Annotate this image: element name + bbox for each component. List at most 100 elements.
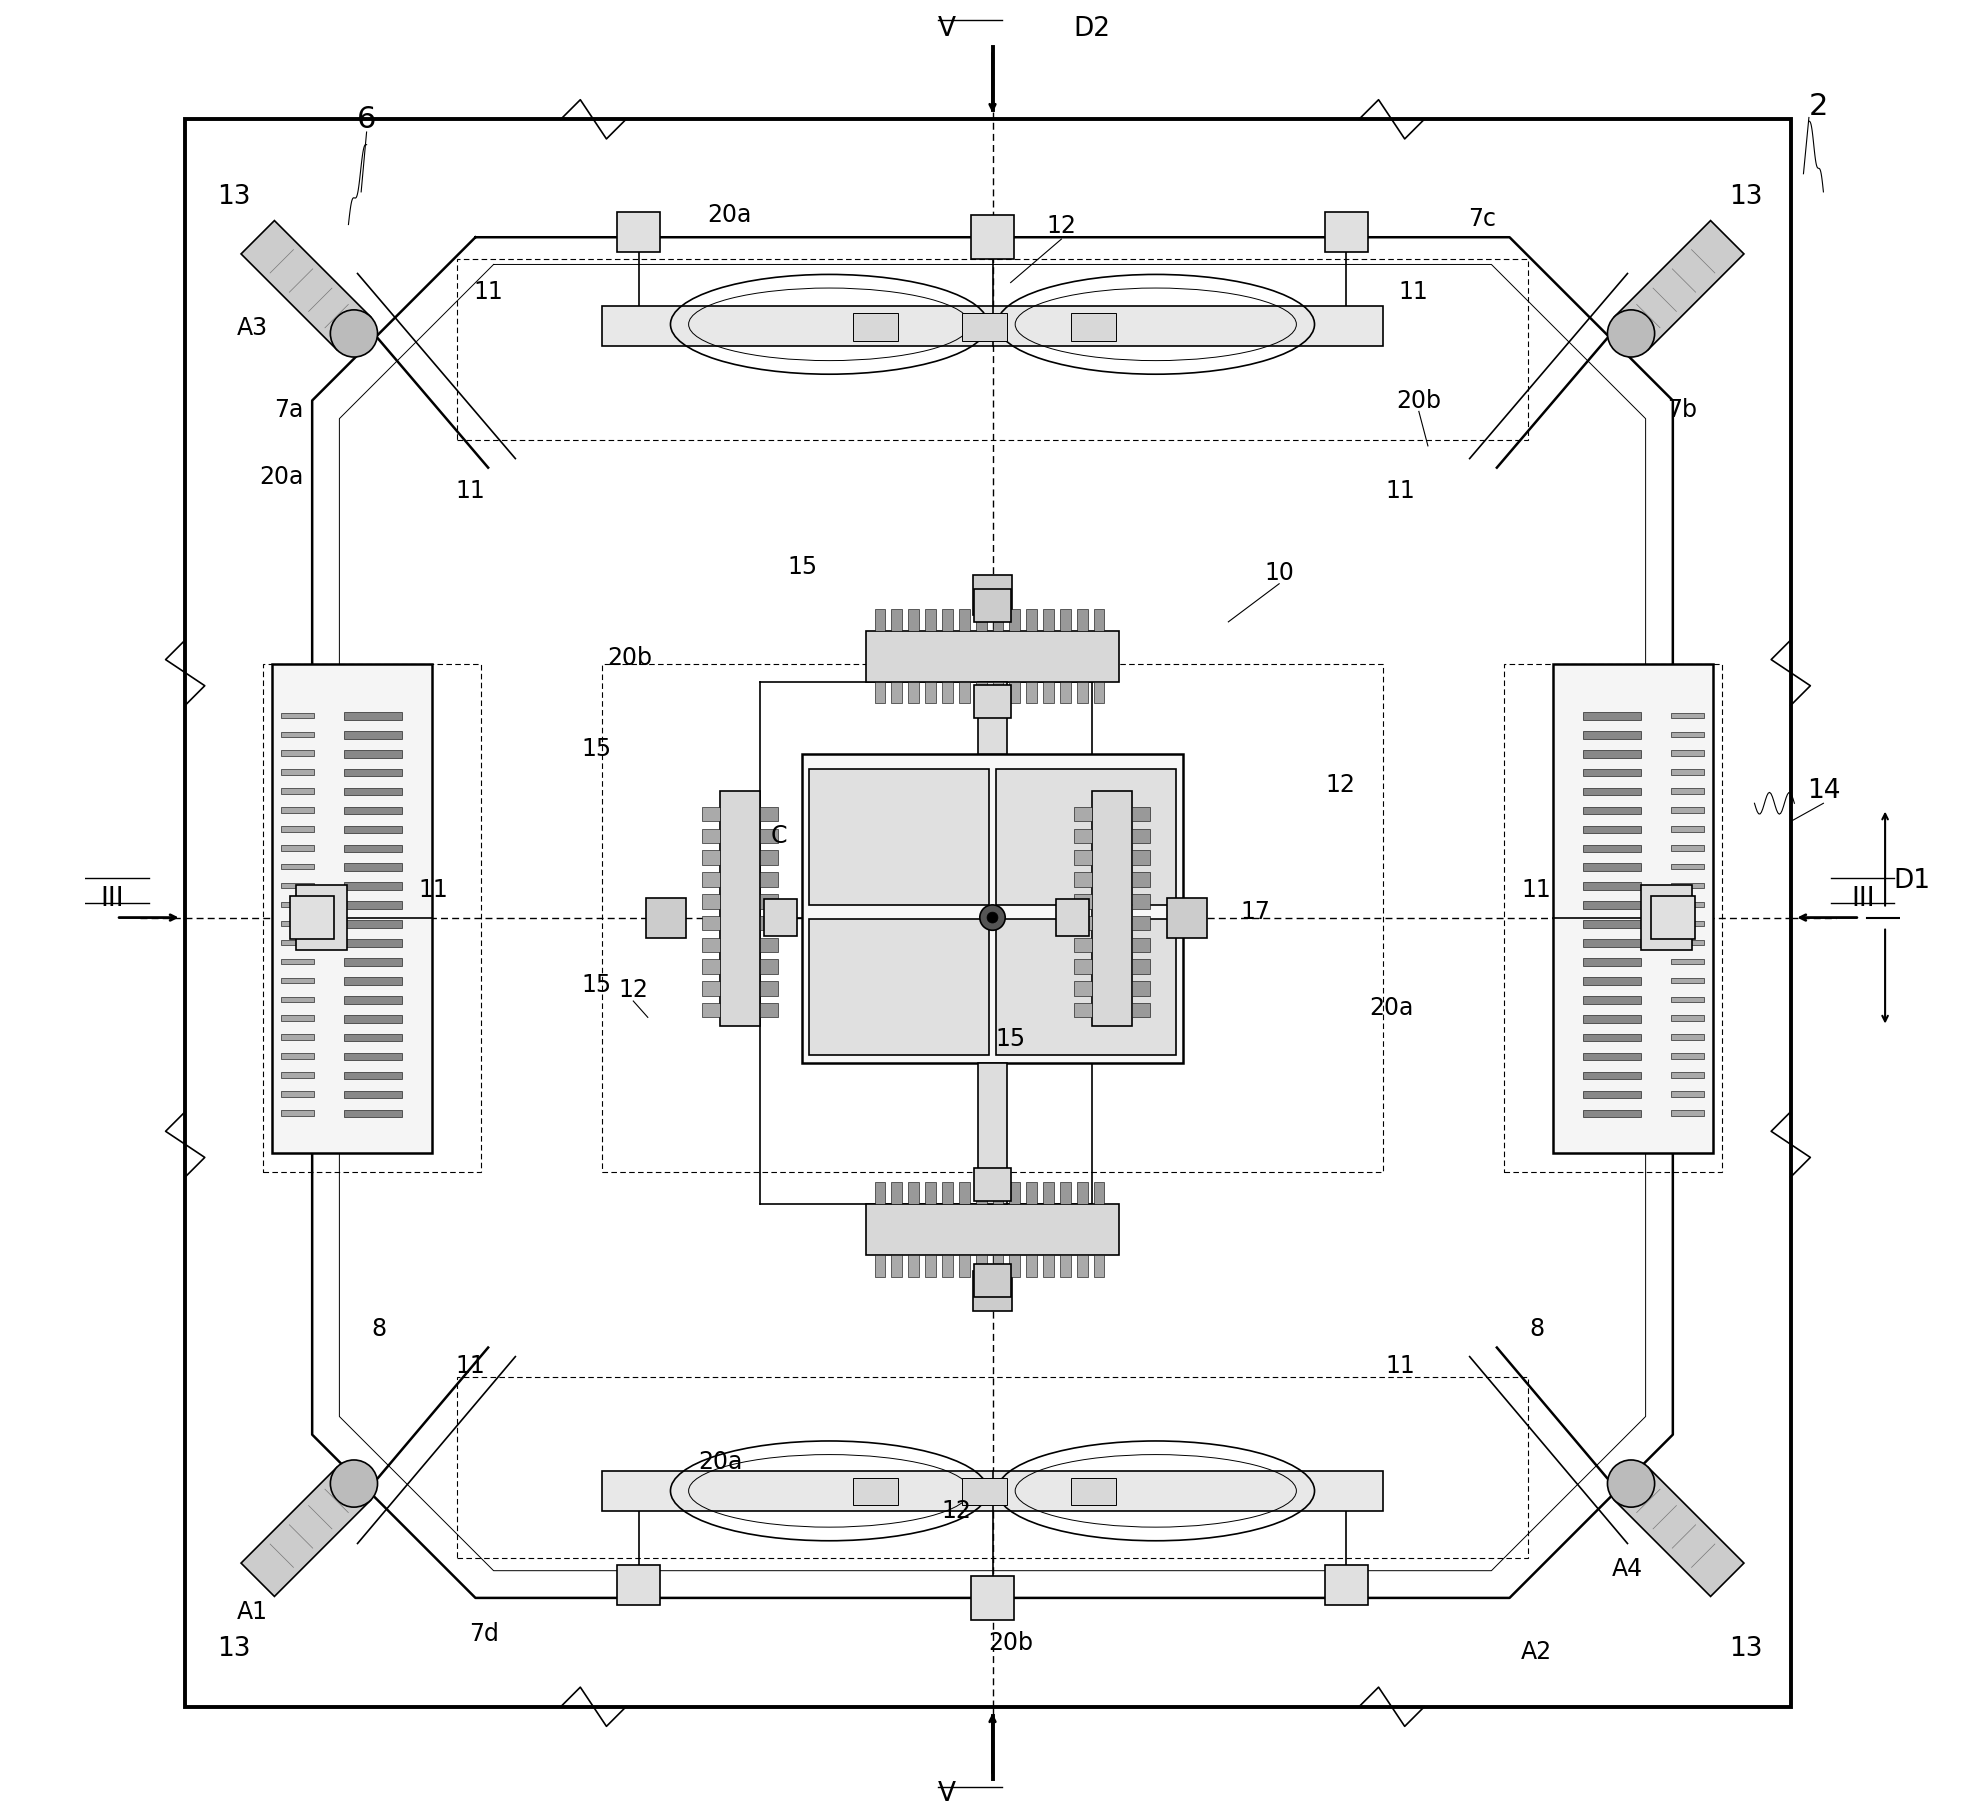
Text: A2: A2 bbox=[1521, 1641, 1552, 1664]
Bar bbox=[1642, 885, 1691, 950]
Text: A3: A3 bbox=[236, 316, 268, 340]
Polygon shape bbox=[1614, 1466, 1745, 1597]
Bar bbox=[760, 938, 778, 952]
Bar bbox=[909, 1183, 919, 1205]
Bar bbox=[601, 1472, 1384, 1510]
Bar bbox=[282, 1054, 314, 1059]
Bar bbox=[1094, 1256, 1104, 1277]
Bar bbox=[1671, 978, 1703, 983]
Bar bbox=[343, 863, 403, 870]
Bar bbox=[272, 663, 433, 1154]
Bar bbox=[760, 850, 778, 865]
Bar bbox=[971, 216, 1014, 260]
Polygon shape bbox=[240, 220, 371, 351]
Bar bbox=[1582, 807, 1642, 814]
Bar bbox=[343, 750, 403, 758]
Bar bbox=[703, 981, 721, 996]
Bar bbox=[979, 1063, 1006, 1205]
Bar bbox=[282, 845, 314, 850]
Bar bbox=[1582, 769, 1642, 776]
Bar bbox=[703, 872, 721, 887]
Text: V: V bbox=[939, 16, 957, 42]
Bar bbox=[1671, 921, 1703, 927]
Bar bbox=[961, 314, 1006, 340]
Text: 12: 12 bbox=[941, 1499, 971, 1523]
Bar bbox=[909, 681, 919, 703]
Text: 13: 13 bbox=[1729, 184, 1763, 211]
Bar bbox=[1582, 919, 1642, 928]
Bar bbox=[282, 827, 314, 832]
Bar bbox=[975, 1168, 1010, 1201]
Bar bbox=[1671, 750, 1703, 756]
Bar bbox=[760, 894, 778, 908]
Text: D2: D2 bbox=[1074, 16, 1112, 42]
Text: 2: 2 bbox=[1808, 93, 1828, 122]
Bar bbox=[1076, 1183, 1088, 1205]
Bar bbox=[1671, 959, 1703, 965]
Bar bbox=[1076, 1256, 1088, 1277]
Bar bbox=[1074, 959, 1092, 974]
Bar bbox=[1074, 872, 1092, 887]
Bar bbox=[977, 681, 987, 703]
Bar bbox=[703, 916, 721, 930]
Bar bbox=[1671, 789, 1703, 794]
Bar bbox=[1074, 938, 1092, 952]
Bar bbox=[1092, 790, 1131, 1027]
Text: 11: 11 bbox=[1399, 280, 1429, 303]
Bar bbox=[343, 901, 403, 908]
Bar bbox=[1582, 825, 1642, 834]
Text: 15: 15 bbox=[582, 972, 611, 998]
Circle shape bbox=[1608, 311, 1655, 356]
Bar bbox=[1074, 829, 1092, 843]
Bar bbox=[802, 754, 1183, 1063]
Bar bbox=[185, 120, 1790, 1706]
Bar bbox=[977, 1183, 987, 1205]
Bar bbox=[343, 769, 403, 776]
Text: 11: 11 bbox=[419, 878, 449, 903]
Text: A1: A1 bbox=[236, 1601, 268, 1624]
Bar bbox=[1582, 789, 1642, 796]
Circle shape bbox=[330, 1461, 377, 1506]
Bar bbox=[343, 919, 403, 928]
Bar bbox=[760, 981, 778, 996]
Bar bbox=[1131, 938, 1151, 952]
Bar bbox=[865, 1205, 1120, 1256]
Text: 13: 13 bbox=[1729, 1635, 1763, 1663]
Bar bbox=[875, 1256, 885, 1277]
Bar bbox=[891, 1256, 903, 1277]
Bar bbox=[760, 872, 778, 887]
Bar bbox=[760, 1003, 778, 1018]
Bar bbox=[1026, 1256, 1036, 1277]
Bar bbox=[1671, 1092, 1703, 1097]
Text: 12: 12 bbox=[1326, 772, 1356, 798]
Bar bbox=[975, 1265, 1010, 1297]
Bar bbox=[282, 939, 314, 945]
Bar bbox=[703, 959, 721, 974]
Bar bbox=[1074, 894, 1092, 908]
Bar bbox=[282, 750, 314, 756]
Bar bbox=[1582, 1110, 1642, 1117]
Bar bbox=[1671, 1016, 1703, 1021]
Bar bbox=[1042, 1183, 1054, 1205]
Text: 12: 12 bbox=[1046, 214, 1076, 238]
Bar bbox=[977, 1256, 987, 1277]
Bar bbox=[1094, 1183, 1104, 1205]
Bar bbox=[875, 609, 885, 630]
Bar bbox=[282, 921, 314, 927]
Text: V: V bbox=[939, 1781, 957, 1806]
Bar bbox=[971, 1575, 1014, 1619]
Text: 20a: 20a bbox=[1370, 996, 1413, 1021]
Bar bbox=[1671, 845, 1703, 850]
Bar bbox=[996, 769, 1175, 905]
Text: 10: 10 bbox=[1264, 561, 1294, 585]
Text: 11: 11 bbox=[1386, 480, 1415, 503]
Bar bbox=[343, 1072, 403, 1079]
Bar bbox=[703, 938, 721, 952]
Bar bbox=[891, 681, 903, 703]
Bar bbox=[703, 850, 721, 865]
Bar bbox=[1582, 1090, 1642, 1097]
Bar bbox=[1060, 1183, 1070, 1205]
Bar bbox=[1076, 681, 1088, 703]
Bar bbox=[1094, 609, 1104, 630]
Bar bbox=[1074, 916, 1092, 930]
